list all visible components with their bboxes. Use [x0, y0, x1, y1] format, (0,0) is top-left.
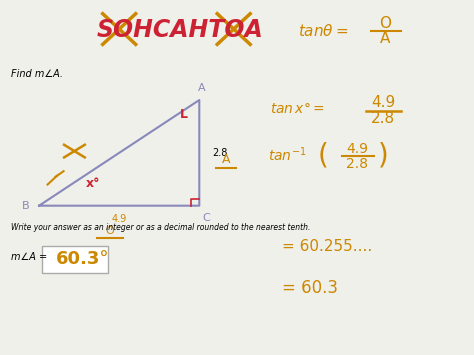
- Text: SOHCAHTOA: SOHCAHTOA: [97, 17, 264, 42]
- Text: O: O: [379, 16, 392, 31]
- Text: ): ): [378, 142, 389, 170]
- Text: (: (: [318, 142, 328, 170]
- Text: $tan^{-1}$: $tan^{-1}$: [268, 145, 306, 164]
- Text: B: B: [22, 201, 30, 211]
- Text: 60.3°: 60.3°: [55, 250, 109, 268]
- Text: x°: x°: [86, 178, 100, 190]
- Text: $tan\theta=$: $tan\theta=$: [298, 23, 349, 39]
- Text: A: A: [198, 83, 205, 93]
- Text: = 60.255....: = 60.255....: [282, 239, 372, 254]
- Text: A: A: [222, 153, 231, 166]
- Text: Write your answer as an integer or as a decimal rounded to the nearest tenth.: Write your answer as an integer or as a …: [11, 223, 310, 232]
- Text: 4.9: 4.9: [111, 214, 127, 224]
- Text: 2.8: 2.8: [212, 148, 228, 158]
- Text: $tan\,x°=$: $tan\,x°=$: [270, 102, 325, 116]
- Text: C: C: [202, 213, 210, 223]
- Text: O: O: [105, 226, 114, 236]
- Text: 2.8: 2.8: [371, 111, 395, 126]
- FancyBboxPatch shape: [42, 246, 109, 273]
- Text: A: A: [380, 31, 391, 46]
- Text: 2.8: 2.8: [346, 157, 368, 171]
- Text: 4.9: 4.9: [346, 142, 368, 155]
- Text: Find m∠A.: Find m∠A.: [11, 69, 63, 78]
- Text: m∠A =: m∠A =: [11, 252, 47, 262]
- Text: L: L: [180, 108, 188, 121]
- Text: = 60.3: = 60.3: [282, 279, 338, 297]
- Text: 4.9: 4.9: [371, 95, 395, 110]
